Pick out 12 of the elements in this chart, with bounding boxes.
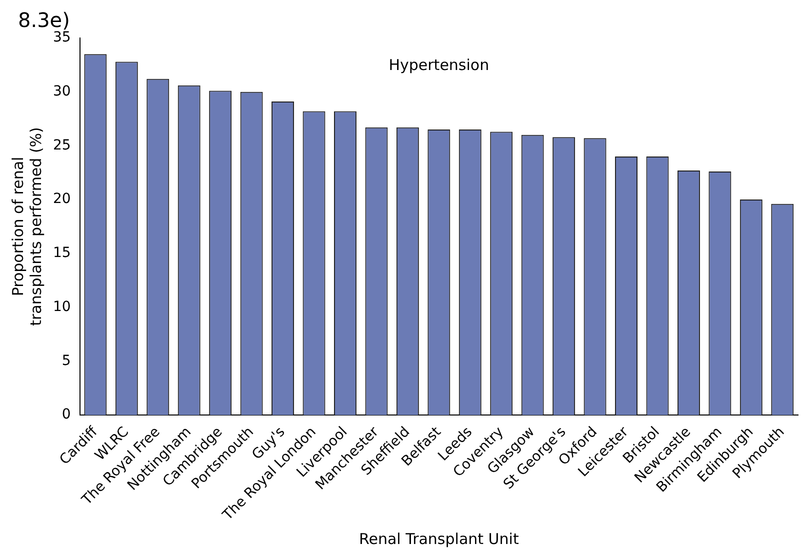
y-tick-label: 20 <box>52 191 71 208</box>
x-axis-title: Renal Transplant Unit <box>358 530 519 548</box>
y-axis-title: Proportion of renal transplants performed (%) <box>8 127 45 326</box>
y-tick-label: 15 <box>52 245 71 262</box>
text: 8.3e) <box>18 8 70 32</box>
text: Hypertension <box>388 56 490 74</box>
y-tick-label: 35 <box>52 30 71 46</box>
y-tick-label: 10 <box>52 298 71 315</box>
y-tick-label: 5 <box>62 352 71 369</box>
y-tick-label: 30 <box>52 83 71 100</box>
y-tick-label: 0 <box>62 406 71 423</box>
y-tick-label: 25 <box>52 137 71 154</box>
